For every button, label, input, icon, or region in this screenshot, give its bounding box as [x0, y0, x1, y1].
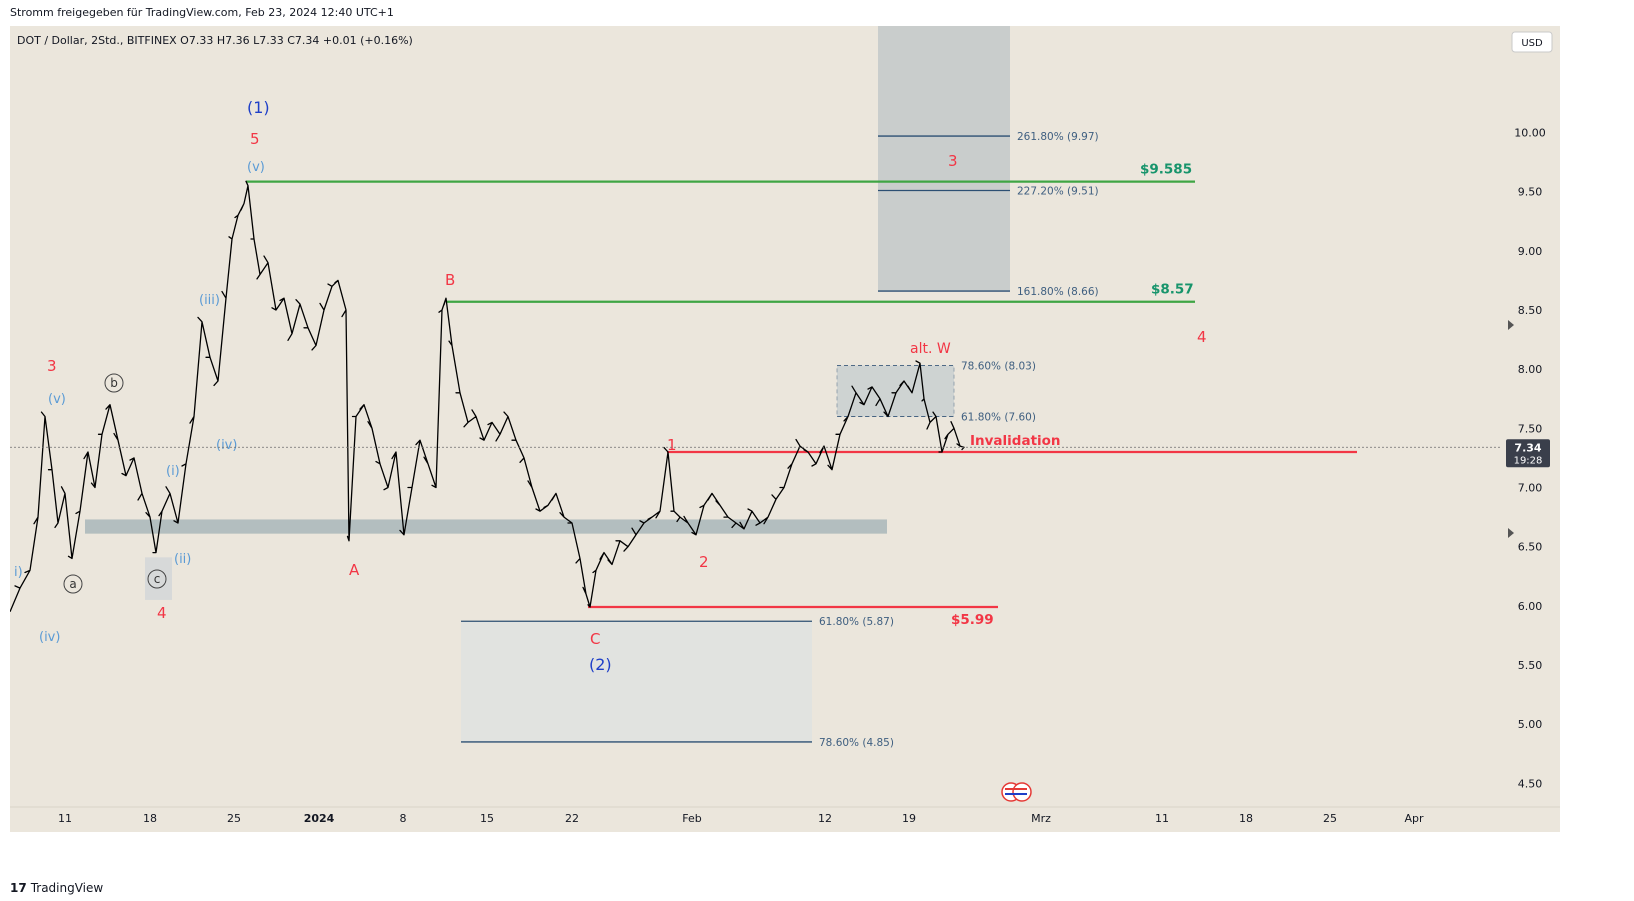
wave-label: 2	[699, 553, 709, 571]
price-axis-tick: 5.00	[1518, 718, 1543, 731]
price-level-label: Invalidation	[970, 433, 1061, 449]
wave-label: (i)	[166, 464, 180, 479]
fib-extension-box	[836, 365, 955, 417]
price-axis-tick: 9.50	[1518, 186, 1543, 199]
wave-label: B	[445, 271, 455, 289]
wave-label: 3	[948, 152, 958, 170]
time-axis-tick: 8	[400, 812, 407, 825]
economic-event-icon[interactable]	[1001, 782, 1032, 802]
wave-label: (ii)	[174, 552, 191, 567]
last-price-value: 7.34	[1514, 441, 1541, 454]
fib-level-label: 78.60% (8.03)	[961, 361, 1036, 373]
wave-label: 3	[47, 357, 57, 375]
time-axis-tick: Feb	[682, 812, 701, 825]
time-axis-tick: 15	[480, 812, 494, 825]
price-axis-tick: 5.50	[1518, 659, 1543, 672]
wave-label: 1	[667, 436, 677, 454]
wave-label: C	[590, 630, 600, 648]
time-axis-tick: Mrz	[1031, 812, 1051, 825]
wave-label: (1)	[247, 98, 270, 117]
wave-label: A	[349, 561, 360, 579]
tradingview-logo-icon: 17	[10, 881, 27, 895]
bar-countdown: 19:28	[1514, 455, 1543, 466]
wave-label: alt. W	[910, 341, 951, 357]
wave-label: (iv)	[216, 438, 237, 453]
time-axis-tick: 19	[902, 812, 916, 825]
tradingview-brand: TradingView	[30, 881, 104, 895]
price-level-label: $8.57	[1151, 282, 1194, 298]
price-axis-tick: 7.50	[1518, 422, 1543, 435]
fib-level-label: 61.80% (5.87)	[819, 616, 894, 628]
wave-circle-label: b	[110, 376, 118, 390]
publish-header: Stromm freigegeben für TradingView.com, …	[0, 0, 1634, 26]
price-axis-tick: 7.00	[1518, 482, 1543, 495]
currency-button[interactable]: USD	[1511, 31, 1553, 53]
price-axis-tick: 10.00	[1514, 127, 1546, 140]
footer-branding: 17 TradingView	[10, 877, 103, 899]
time-axis-tick: 11	[58, 812, 72, 825]
fib-level-label: 261.80% (9.97)	[1017, 131, 1099, 143]
time-axis-tick: 25	[1323, 812, 1337, 825]
axis-arrow-icon[interactable]	[1508, 320, 1514, 330]
publish-info: Stromm freigegeben für TradingView.com, …	[10, 6, 394, 19]
axis-arrow-icon[interactable]	[1508, 528, 1514, 538]
wave-label: 5	[250, 130, 260, 148]
fib-level-label: 78.60% (4.85)	[819, 737, 894, 749]
wave-label: (v)	[48, 392, 66, 407]
wave-label: (v)	[247, 160, 265, 175]
time-axis-tick: 25	[227, 812, 241, 825]
support-zone	[85, 519, 887, 534]
wave-label: (iii)	[199, 293, 220, 308]
fib-extension-box	[878, 26, 1010, 292]
fib-extension-box	[461, 621, 812, 742]
time-axis-tick: 12	[818, 812, 832, 825]
wave-label: (iv)	[39, 630, 60, 645]
time-axis-tick: 18	[1239, 812, 1253, 825]
wave-label: 4	[1197, 328, 1207, 346]
time-axis-tick: 18	[143, 812, 157, 825]
price-level-label: $5.99	[951, 612, 994, 628]
support-zone	[145, 557, 172, 600]
time-axis-tick: Apr	[1404, 812, 1424, 825]
symbol-legend: DOT / Dollar, 2Std., BITFINEX O7.33 H7.3…	[17, 34, 413, 47]
wave-label: (2)	[589, 655, 612, 674]
wave-label: 4	[157, 604, 167, 622]
time-axis-tick: 2024	[304, 812, 335, 825]
price-chart[interactable]: 261.80% (9.97) 227.20% (9.51) 161.80% (8.6…	[10, 26, 1560, 832]
wave-circle-label: c	[154, 572, 161, 586]
currency-label: USD	[1521, 38, 1543, 49]
wave-circle-marker	[147, 569, 167, 589]
fib-level-label: 61.80% (7.60)	[961, 412, 1036, 424]
price-axis-tick: 6.50	[1518, 541, 1543, 554]
price-axis-tick: 9.00	[1518, 245, 1543, 258]
wave-circle-label: a	[69, 577, 76, 591]
price-axis-tick: 4.50	[1518, 777, 1543, 790]
price-axis-tick: 6.00	[1518, 600, 1543, 613]
fib-level-label: 227.20% (9.51)	[1017, 185, 1099, 197]
fib-level-label: 161.80% (8.66)	[1017, 286, 1099, 298]
price-level-label: $9.585	[1140, 162, 1192, 178]
last-price-label: 7.34 19:28	[1506, 439, 1550, 468]
wave-circle-marker	[63, 574, 83, 594]
price-series-line[interactable]	[10, 180, 965, 613]
price-axis-tick: 8.00	[1518, 363, 1543, 376]
time-axis-tick: 11	[1155, 812, 1169, 825]
price-axis-tick: 8.50	[1518, 304, 1543, 317]
time-axis-tick: 22	[565, 812, 579, 825]
wave-circle-marker	[104, 373, 124, 393]
wave-label: i)	[14, 565, 23, 580]
